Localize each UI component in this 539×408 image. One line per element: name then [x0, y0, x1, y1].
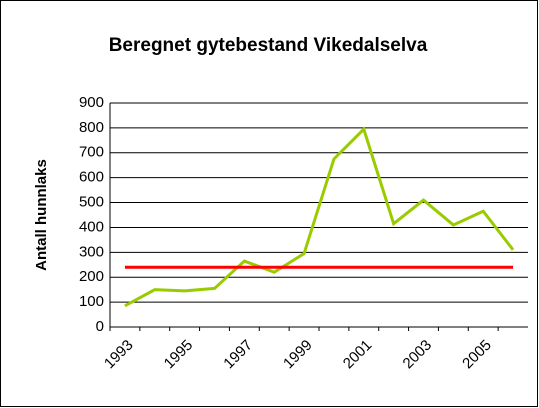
- chart-title: Beregnet gytebestand Vikedalselva: [109, 35, 428, 56]
- data-line: [124, 126, 515, 308]
- y-tick-label: 800: [79, 119, 104, 136]
- y-tick-label: 400: [79, 218, 104, 235]
- y-tick-label: 500: [79, 194, 104, 211]
- y-tick-label: 200: [79, 268, 104, 285]
- y-tick-label: 100: [79, 293, 104, 310]
- y-axis-label: Antall hunnlaks: [33, 159, 50, 271]
- y-tick-label: 900: [79, 94, 104, 111]
- y-tick-label: 0: [96, 318, 104, 335]
- y-tick-label: 700: [79, 144, 104, 161]
- y-tick-label: 300: [79, 243, 104, 260]
- y-tick-label: 600: [79, 169, 104, 186]
